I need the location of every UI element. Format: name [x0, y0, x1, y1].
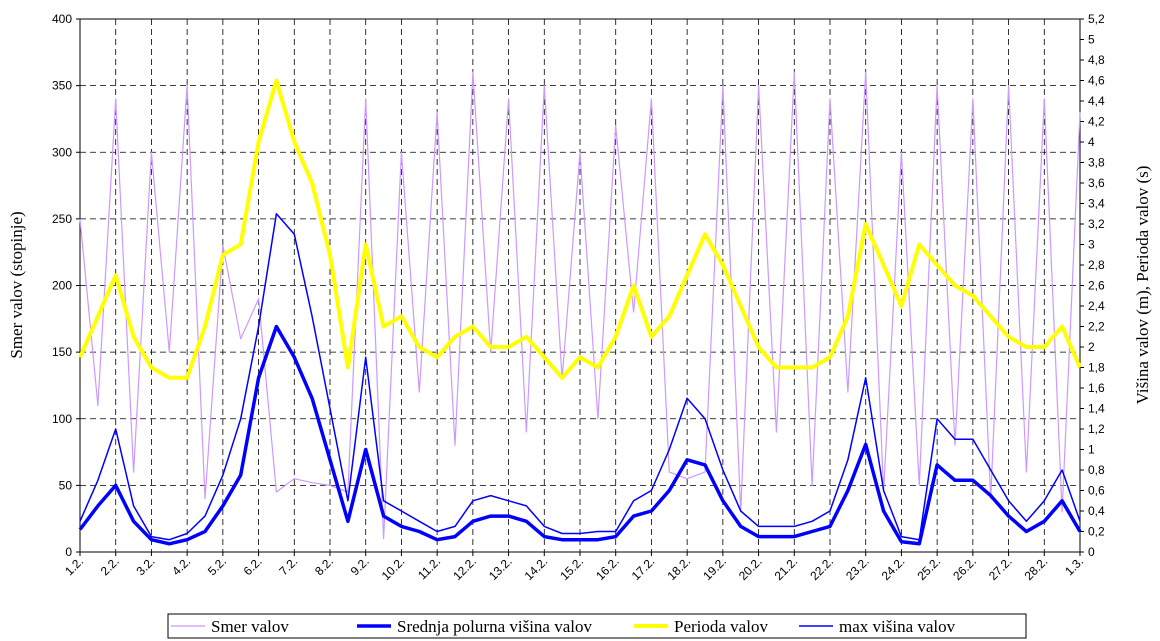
- x-tick-label: 23.2.: [843, 554, 872, 583]
- x-tick-label: 12.2.: [450, 554, 479, 583]
- x-tick-label: 11.2.: [415, 554, 443, 582]
- x-tick-label: 6.2.: [241, 554, 265, 578]
- y2-tick-label: 3,8: [1088, 156, 1105, 170]
- y2-tick-label: 2,6: [1088, 279, 1105, 293]
- legend-label: Perioda valov: [674, 617, 768, 636]
- y2-tick-label: 1,6: [1088, 381, 1105, 395]
- legend-box: [167, 613, 1027, 639]
- y2-tick-label: 0: [1088, 545, 1095, 559]
- x-tick-label: 13.2.: [486, 554, 515, 583]
- y2-tick-label: 1,2: [1088, 422, 1105, 436]
- x-tick-label: 20.2.: [736, 554, 765, 583]
- x-tick-label: 10.2.: [379, 554, 408, 583]
- legend-label: Srednja polurna višina valov: [397, 617, 592, 636]
- x-tick-label: 8.2.: [312, 554, 336, 578]
- y2-tick-label: 0,4: [1088, 504, 1105, 518]
- y2-tick-label: 4,6: [1088, 74, 1105, 88]
- series-line: [78, 324, 1082, 546]
- x-tick-label: 15.2.: [557, 554, 586, 583]
- y-tick-label: 400: [52, 12, 72, 26]
- y2-tick-label: 5: [1088, 33, 1095, 47]
- legend-label: Smer valov: [211, 617, 289, 636]
- legend-label: max višina valov: [839, 617, 956, 636]
- y2-tick-label: 1,4: [1088, 402, 1105, 416]
- x-tick-label: 18.2.: [664, 554, 693, 583]
- y2-tick-label: 0,8: [1088, 463, 1105, 477]
- x-tick-label: 14.2.: [522, 554, 551, 583]
- series-line: [78, 78, 1082, 380]
- y-tick-label: 0: [65, 545, 72, 559]
- y2-tick-label: 2: [1088, 340, 1095, 354]
- x-tick-label: 9.2.: [348, 554, 372, 578]
- y-tick-label: 300: [52, 145, 72, 159]
- x-tick-label: 17.2.: [629, 554, 658, 583]
- x-tick-label: 3.2.: [133, 554, 157, 578]
- x-tick-label: 5.2.: [205, 554, 229, 578]
- y2-tick-label: 4,8: [1088, 53, 1105, 67]
- y-tick-label: 50: [59, 478, 73, 492]
- y-tick-label: 250: [52, 212, 72, 226]
- y2-tick-label: 3,2: [1088, 217, 1105, 231]
- x-tick-label: 16.2.: [593, 554, 622, 583]
- y-tick-label: 150: [52, 345, 72, 359]
- y2-tick-label: 0,2: [1088, 525, 1105, 539]
- x-tick-label: 28.2.: [1022, 554, 1051, 583]
- x-tick-label: 4.2.: [169, 554, 193, 578]
- y2-tick-label: 0,6: [1088, 484, 1105, 498]
- x-tick-label: 25.2.: [914, 554, 943, 583]
- y2-tick-label: 3,4: [1088, 197, 1105, 211]
- x-tick-label: 27.2.: [986, 554, 1015, 583]
- x-tick-label: 7.2.: [276, 554, 300, 578]
- y2-tick-label: 2,4: [1088, 299, 1105, 313]
- plot-frame: [79, 18, 1081, 553]
- y2-axis-title: Višina valov (m), Perioda valov (s): [1133, 166, 1152, 405]
- y2-tick-label: 4: [1088, 135, 1095, 149]
- y2-tick-label: 1,8: [1088, 361, 1105, 375]
- y-tick-label: 350: [52, 79, 72, 93]
- series-line: [79, 213, 1081, 541]
- y2-tick-label: 2,2: [1088, 320, 1105, 334]
- y-axis-title: Smer valov (stopinje): [7, 211, 26, 358]
- y2-tick-label: 4,2: [1088, 115, 1105, 129]
- y2-tick-label: 4,4: [1088, 94, 1105, 108]
- x-tick-label: 19.2.: [700, 554, 729, 583]
- x-tick-label: 22.2.: [807, 554, 836, 583]
- y2-tick-label: 3,6: [1088, 176, 1105, 190]
- y-tick-label: 200: [52, 279, 72, 293]
- x-tick-label: 21.2.: [772, 554, 801, 583]
- y2-tick-label: 5,2: [1088, 12, 1105, 26]
- y2-tick-label: 3: [1088, 238, 1095, 252]
- x-tick-label: 1.3.: [1062, 554, 1086, 578]
- x-tick-label: 24.2.: [879, 554, 908, 583]
- x-tick-label: 2.2.: [98, 554, 122, 578]
- y-tick-label: 100: [52, 412, 72, 426]
- y2-tick-label: 1: [1088, 443, 1095, 457]
- series-line: [79, 71, 1081, 540]
- y2-tick-label: 2,8: [1088, 258, 1105, 272]
- x-tick-label: 26.2.: [950, 554, 979, 583]
